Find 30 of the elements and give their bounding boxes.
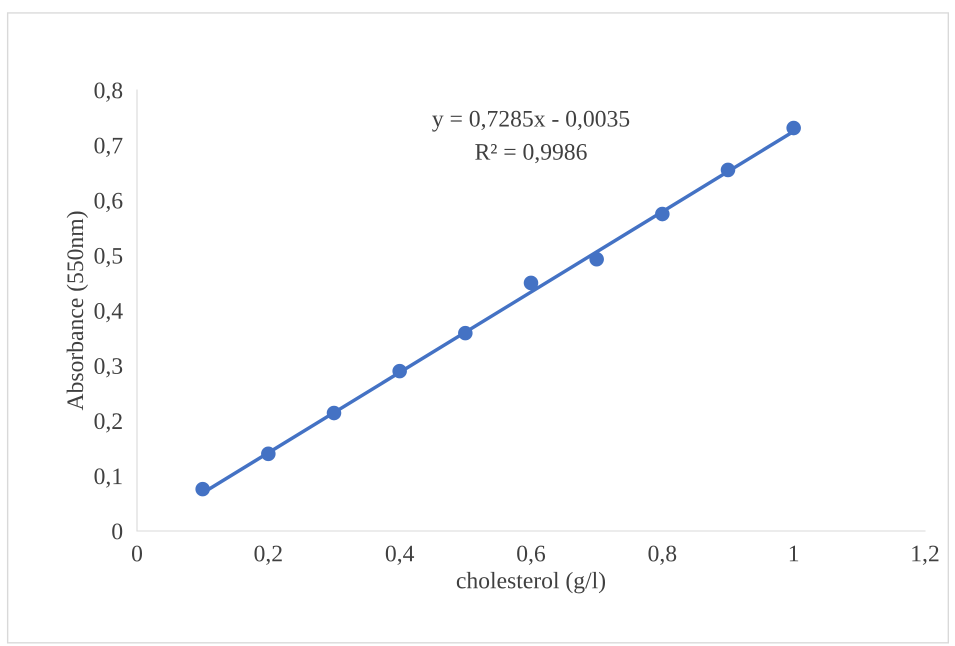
point — [720, 162, 736, 178]
y-tick-label: 0,4 — [94, 302, 123, 322]
x-tick-label: 1 — [790, 546, 798, 562]
x-axis-title: cholesterol (g/l) — [456, 572, 606, 594]
point — [261, 446, 276, 462]
point — [786, 120, 801, 136]
point — [524, 276, 538, 290]
y-tick-label: 0,1 — [94, 468, 122, 488]
x-tick-label: 0,6 — [517, 546, 546, 565]
x-tick-label: 0,2 — [254, 546, 282, 565]
x-tick-label: 0,4 — [386, 546, 414, 565]
x-tick-label: 0,8 — [648, 546, 676, 565]
y-tick-label: 0,3 — [94, 358, 122, 378]
x-tick-label: 0 — [132, 546, 142, 562]
point — [195, 482, 210, 496]
point — [655, 206, 670, 222]
y-tick-label: 0,2 — [94, 413, 122, 433]
annotation: R² = 0,9986 — [475, 144, 587, 164]
y-tick-label: 0,5 — [94, 248, 122, 268]
point — [589, 252, 604, 267]
point — [458, 326, 473, 340]
annotation: y = 0,7285x - 0,0035 — [432, 110, 630, 132]
x-tick-label: 1,2 — [912, 546, 938, 565]
y-tick-label: 0,8 — [94, 82, 122, 102]
point — [326, 406, 342, 420]
y-tick-label: 0 — [112, 523, 122, 540]
y-tick-label: 0,7 — [94, 138, 122, 157]
y-tick-label: 0,6 — [94, 192, 122, 212]
y-axis-title: Absorbance (550nm) — [66, 212, 88, 410]
point — [392, 364, 407, 378]
